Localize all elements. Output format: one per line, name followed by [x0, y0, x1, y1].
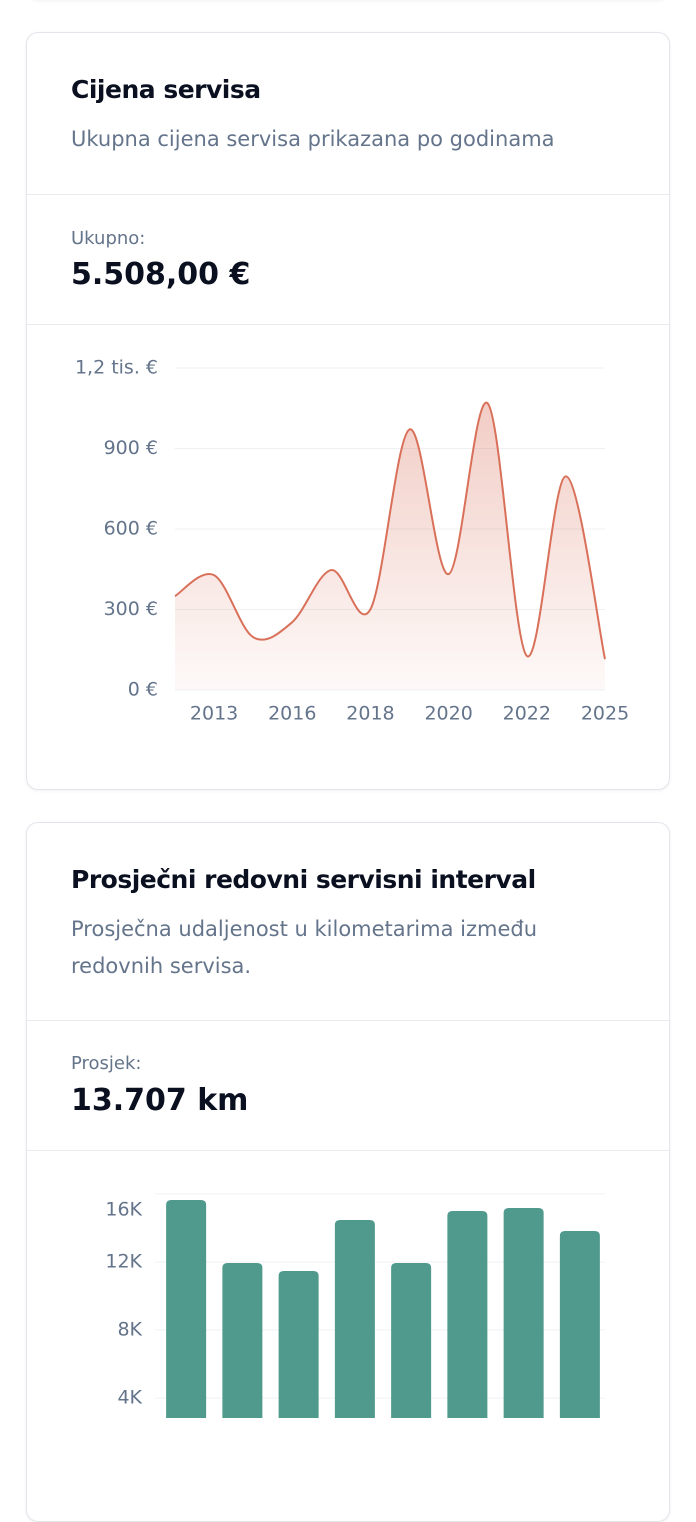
summary-label: Prosjek: — [71, 1053, 142, 1074]
bar — [503, 1207, 544, 1418]
divider — [27, 1150, 669, 1151]
x-tick-label: 2013 — [190, 703, 238, 725]
bar — [166, 1199, 207, 1418]
card-title: Prosječni redovni servisni interval — [71, 865, 536, 894]
y-tick-label: 900 € — [104, 437, 158, 459]
divider — [27, 1020, 669, 1021]
card-title: Cijena servisa — [71, 75, 261, 104]
divider — [27, 194, 669, 195]
y-tick-label: 1,2 tis. € — [75, 357, 158, 379]
y-tick-label: 300 € — [104, 598, 158, 620]
x-tick-label: 2022 — [503, 703, 551, 725]
bar — [391, 1263, 432, 1418]
line-chart: 0 € 300 € 600 € 900 € 1,2 tis. € 2013 2016 2018… — [75, 357, 629, 725]
bar — [222, 1263, 263, 1418]
bar — [278, 1271, 319, 1418]
x-tick-label: 2020 — [424, 703, 472, 725]
y-tick-label: 12K — [105, 1251, 142, 1273]
x-tick-label: 2016 — [268, 703, 316, 725]
page: Cijena servisa Ukupna cijena servisa pri… — [26, 32, 670, 1522]
bar — [559, 1231, 600, 1418]
area — [175, 402, 605, 690]
y-tick-label: 8K — [117, 1319, 142, 1341]
bar — [334, 1220, 375, 1418]
summary-value: 13.707 km — [71, 1083, 249, 1118]
x-tick-label: 2025 — [581, 703, 629, 725]
card-description: Ukupna cijena servisa prikazana po godin… — [71, 127, 555, 151]
x-tick-label: 2018 — [346, 703, 394, 725]
card-description: Prosječna udaljenost u kilometarima izme… — [71, 917, 537, 978]
y-tick-label: 16K — [105, 1199, 142, 1221]
y-tick-label: 0 € — [128, 679, 158, 701]
summary-value: 5.508,00 € — [71, 257, 251, 292]
y-tick-label: 4K — [117, 1387, 142, 1409]
divider — [27, 324, 669, 325]
line — [174, 402, 606, 660]
y-tick-label: 600 € — [104, 518, 158, 540]
bar-chart: 4K 8K 12K 16K — [105, 1193, 605, 1418]
bar — [447, 1211, 488, 1418]
summary-label: Ukupno: — [71, 228, 146, 249]
